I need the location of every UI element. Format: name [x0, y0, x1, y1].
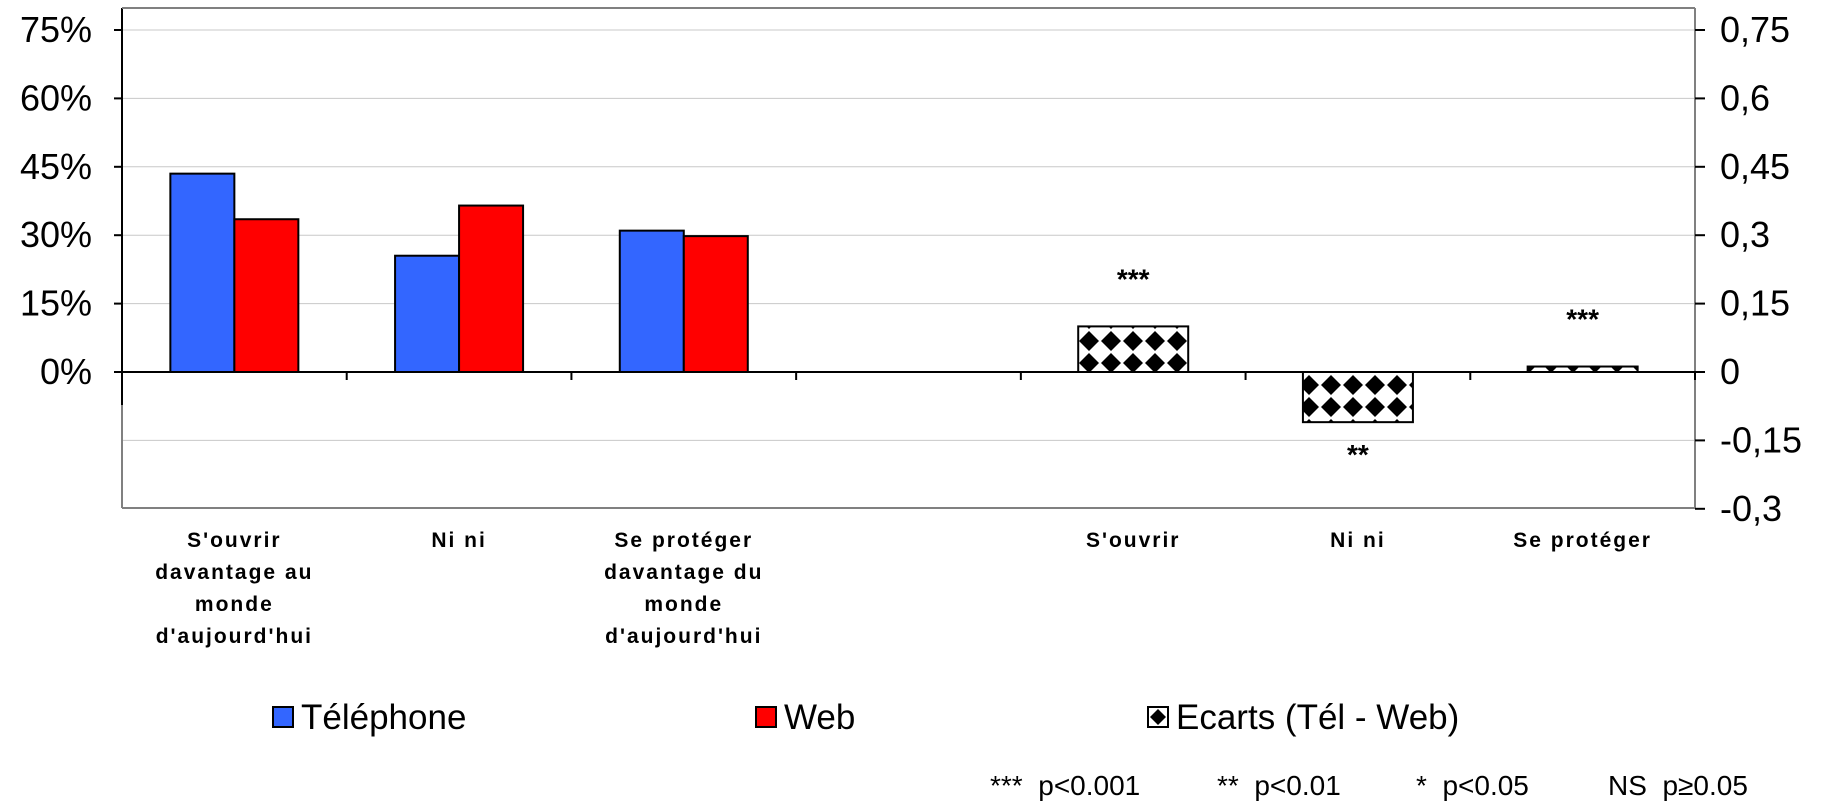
significance-note: *** p<0.001: [990, 770, 1140, 801]
significance-label: **: [1347, 439, 1369, 470]
bars: [169, 172, 1639, 424]
axes: [114, 7, 1705, 510]
category-label: monde: [644, 593, 723, 616]
significance-label: ***: [1117, 263, 1150, 294]
bar-telephone: [618, 229, 685, 373]
right-axis-tick-label: 0,3: [1720, 214, 1770, 255]
grid-lines: [122, 29, 1695, 441]
left-axis-tick-label: 0%: [40, 351, 92, 392]
bar-ecart: [1077, 325, 1190, 373]
category-label: davantage au: [155, 561, 313, 584]
category-label: Se protéger: [1513, 529, 1652, 552]
left-axis-tick-label: 30%: [20, 214, 92, 255]
bar-ecart: [1301, 371, 1414, 424]
legend-swatch-pattern: [1150, 709, 1166, 725]
legend-label: Téléphone: [301, 698, 466, 737]
bar-web: [682, 235, 749, 373]
left-axis-tick-label: 75%: [20, 9, 92, 50]
significance-label: ***: [1566, 304, 1599, 335]
significance-note: NS p≥0.05: [1608, 770, 1748, 801]
category-label: S'ouvrir: [1086, 529, 1181, 552]
legend: Téléphone Web Ecarts (Tél - Web): [272, 698, 1459, 737]
significance-notes: *** p<0.001 ** p<0.01 * p<0.05 NS p≥0.05: [990, 770, 1748, 801]
category-label: d'aujourd'hui: [605, 625, 762, 648]
left-axis-tick-label: 45%: [20, 146, 92, 187]
bar-web: [233, 218, 300, 373]
left-axis-tick-label: 60%: [20, 77, 92, 118]
bar-web: [458, 204, 525, 373]
legend-item: Ecarts (Tél - Web): [1147, 698, 1459, 737]
significance-note: ** p<0.01: [1217, 770, 1341, 801]
legend-item: Téléphone: [272, 698, 466, 737]
significance-note: * p<0.05: [1416, 770, 1529, 801]
right-axis-tick-label: -0,3: [1720, 488, 1782, 529]
legend-item: Web: [755, 698, 855, 737]
labels: 75% 60% 45% 30% 15% 0% 0,75 0,6 0,45 0,3 0,15 0 -0,1…: [20, 9, 1802, 648]
bar-ecart: [1526, 365, 1639, 374]
category-label: Ni ni: [431, 529, 487, 552]
right-axis-tick-label: 0,15: [1720, 283, 1790, 324]
category-label: S'ouvrir: [187, 529, 282, 552]
bar-telephone: [169, 172, 236, 373]
right-axis-tick-label: 0,6: [1720, 77, 1770, 118]
category-label: Ni ni: [1330, 529, 1386, 552]
right-axis-tick-label: 0,75: [1720, 9, 1790, 50]
right-axis-tick-label: -0,15: [1720, 419, 1802, 460]
bar-telephone: [394, 254, 461, 373]
category-label: monde: [195, 593, 274, 616]
left-axis-tick-label: 15%: [20, 283, 92, 324]
category-label: Se protéger: [614, 529, 753, 552]
legend-label: Ecarts (Tél - Web): [1176, 698, 1459, 737]
legend-swatch: [272, 706, 294, 728]
legend-label: Web: [784, 698, 855, 737]
right-axis-tick-label: 0,45: [1720, 146, 1790, 187]
category-label: d'aujourd'hui: [156, 625, 313, 648]
legend-swatch: [755, 706, 777, 728]
right-axis-tick-label: 0: [1720, 351, 1740, 392]
category-label: davantage du: [604, 561, 763, 584]
